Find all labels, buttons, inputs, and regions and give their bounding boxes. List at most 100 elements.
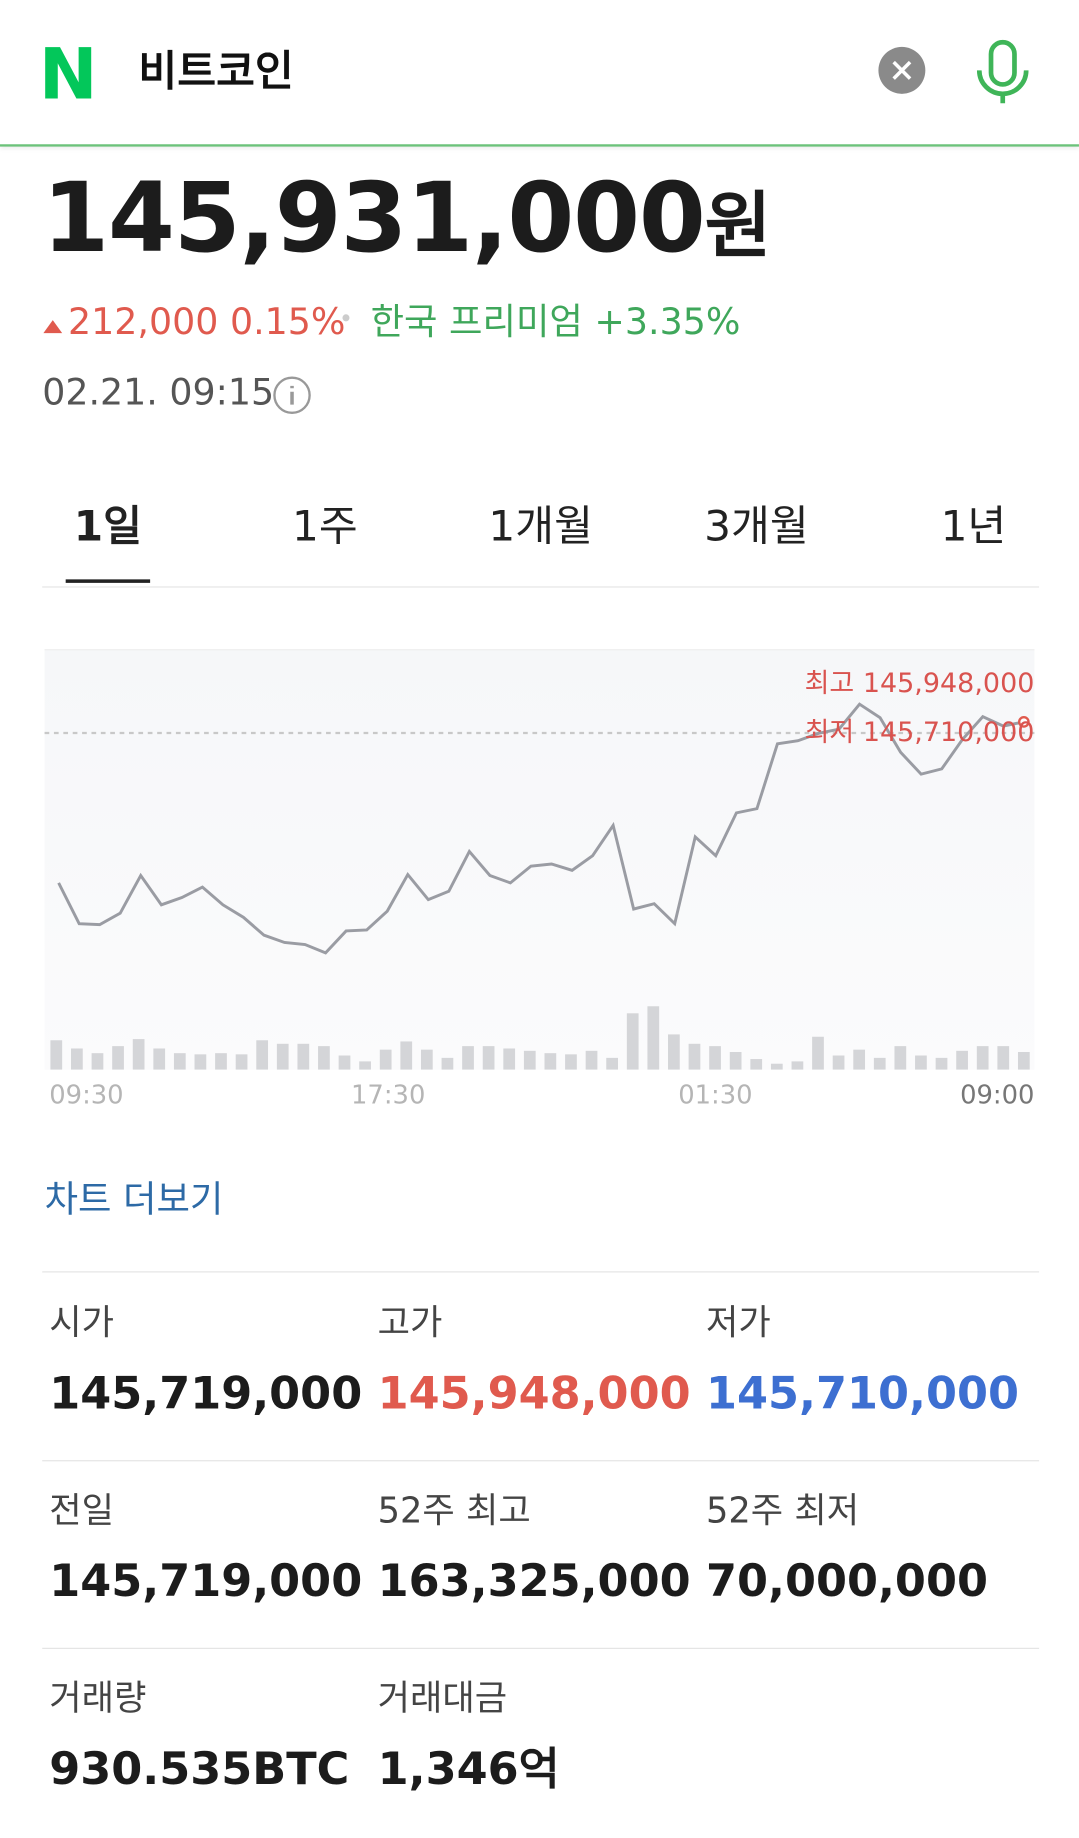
info-icon[interactable] — [272, 375, 312, 415]
volume-bar — [91, 1053, 104, 1070]
volume-bar — [956, 1050, 968, 1070]
volume-bar — [1017, 1052, 1030, 1070]
divider — [42, 1271, 1040, 1273]
separator-dot — [342, 314, 350, 322]
low-value: 145,710,000 — [854, 717, 1034, 748]
volume-bar — [503, 1048, 516, 1070]
clear-icon — [892, 60, 912, 80]
stat-value: 70,000,000 — [706, 1555, 988, 1607]
high-label: 최고 145,948,000 — [805, 668, 1035, 699]
volume-bar — [894, 1046, 907, 1070]
volume-bar — [935, 1057, 948, 1070]
chart-label: 09:30 — [49, 1081, 123, 1111]
chart-background — [44, 649, 1035, 1070]
premium: 한국 프리미엄 +3.35% — [371, 304, 741, 341]
stat-value: 145,719,000 — [49, 1555, 363, 1607]
volume-bar — [276, 1043, 289, 1070]
volume-bar — [688, 1043, 701, 1070]
high-text: 최고 — [805, 668, 855, 699]
divider — [42, 586, 1040, 588]
price-line — [57, 702, 1025, 955]
logo[interactable]: N — [39, 34, 98, 116]
volume-bar — [997, 1046, 1010, 1070]
volume-bar — [400, 1041, 413, 1070]
volume-bar — [565, 1054, 577, 1070]
price-chart: 최고 145,948,000 최저 145,710,000 09:30 17:30 01… — [44, 649, 1035, 1111]
stat-value: 930.535BTC — [49, 1742, 350, 1795]
volume-bar — [462, 1046, 474, 1070]
volume-bar — [606, 1057, 618, 1070]
volume-bar — [379, 1049, 392, 1070]
volume-bar — [235, 1054, 248, 1070]
volume-bar — [256, 1040, 269, 1070]
volume-bar — [482, 1046, 495, 1070]
low-text: 최저 — [805, 717, 855, 748]
timestamp: 02.21. 09:15 — [42, 371, 275, 414]
search-header — [0, 0, 1079, 147]
chart-label: 09:00 — [960, 1081, 1034, 1111]
header-icons: N — [39, 34, 1029, 116]
volume-bar — [976, 1046, 989, 1070]
volume-bar — [729, 1052, 742, 1070]
mic-button[interactable] — [976, 39, 1029, 104]
stat-value: 145,948,000 — [377, 1367, 691, 1420]
period-tab[interactable]: 1일 — [73, 503, 143, 552]
volume-bar — [812, 1036, 824, 1070]
volume-bar — [585, 1050, 598, 1070]
volume-bar — [132, 1039, 145, 1070]
stat-value: 145,719,000 — [49, 1367, 363, 1420]
stat-label: 고가 — [377, 1302, 443, 1345]
divider — [42, 1460, 1040, 1462]
active-tab-underline — [65, 579, 151, 583]
low-label: 최저 145,710,000 — [805, 717, 1035, 748]
chart-label: 17:30 — [351, 1081, 425, 1111]
query[interactable]: 비트코인 — [138, 48, 294, 97]
volume-bar — [71, 1048, 83, 1070]
stat-label: 거래량 — [49, 1678, 147, 1720]
volume-bar — [50, 1040, 63, 1070]
premium-label: 한국 프리미엄 — [370, 301, 583, 344]
volume-bar — [791, 1061, 804, 1070]
volume-bar — [853, 1049, 866, 1070]
period-tab[interactable]: 1개월 — [488, 503, 593, 552]
stat-label: 거래대금 — [377, 1678, 508, 1720]
premium-value: +3.35% — [594, 301, 741, 344]
stat-label: 52주 최고 — [377, 1490, 531, 1532]
volume-bar — [173, 1053, 186, 1070]
volume-bar — [318, 1046, 330, 1070]
stat-label: 저가 — [706, 1302, 771, 1345]
stat-label: 52주 최저 — [706, 1490, 860, 1532]
volume-bar — [709, 1046, 721, 1070]
volume-bar — [297, 1043, 310, 1070]
volume-bar — [770, 1063, 783, 1070]
volume-bar — [668, 1034, 680, 1070]
period-tab[interactable]: 3개월 — [704, 503, 809, 552]
high-value: 145,948,000 — [854, 668, 1034, 699]
volume-bar — [915, 1055, 927, 1070]
price-value: 145,931,000 — [42, 163, 706, 275]
divider — [42, 1647, 1040, 1649]
period-tab[interactable]: 1주 — [292, 503, 358, 552]
volume-bar — [626, 1013, 639, 1070]
volume-bar — [832, 1055, 845, 1070]
up-arrow — [43, 320, 63, 334]
volume-bar — [873, 1057, 886, 1070]
last-point — [1017, 716, 1030, 728]
stat-value: 145,710,000 — [706, 1367, 1019, 1420]
period-tab[interactable]: 1년 — [940, 503, 1007, 552]
price-unit: 원 — [704, 182, 772, 269]
volume-bar — [750, 1059, 763, 1070]
more-chart-link[interactable]: 차트 더보기 — [44, 1178, 224, 1221]
stat-label: 전일 — [49, 1490, 114, 1532]
change: 212,000 0.15% — [68, 304, 345, 341]
volume-bar — [112, 1046, 124, 1070]
volume-bar — [523, 1050, 536, 1070]
volume-bar — [153, 1048, 166, 1070]
change-amount: 212,000 — [68, 301, 219, 344]
volume-bar — [215, 1053, 227, 1070]
price: 145,931,000원 — [42, 171, 772, 269]
volume-bar — [359, 1061, 371, 1070]
stat-label: 시가 — [49, 1302, 114, 1345]
